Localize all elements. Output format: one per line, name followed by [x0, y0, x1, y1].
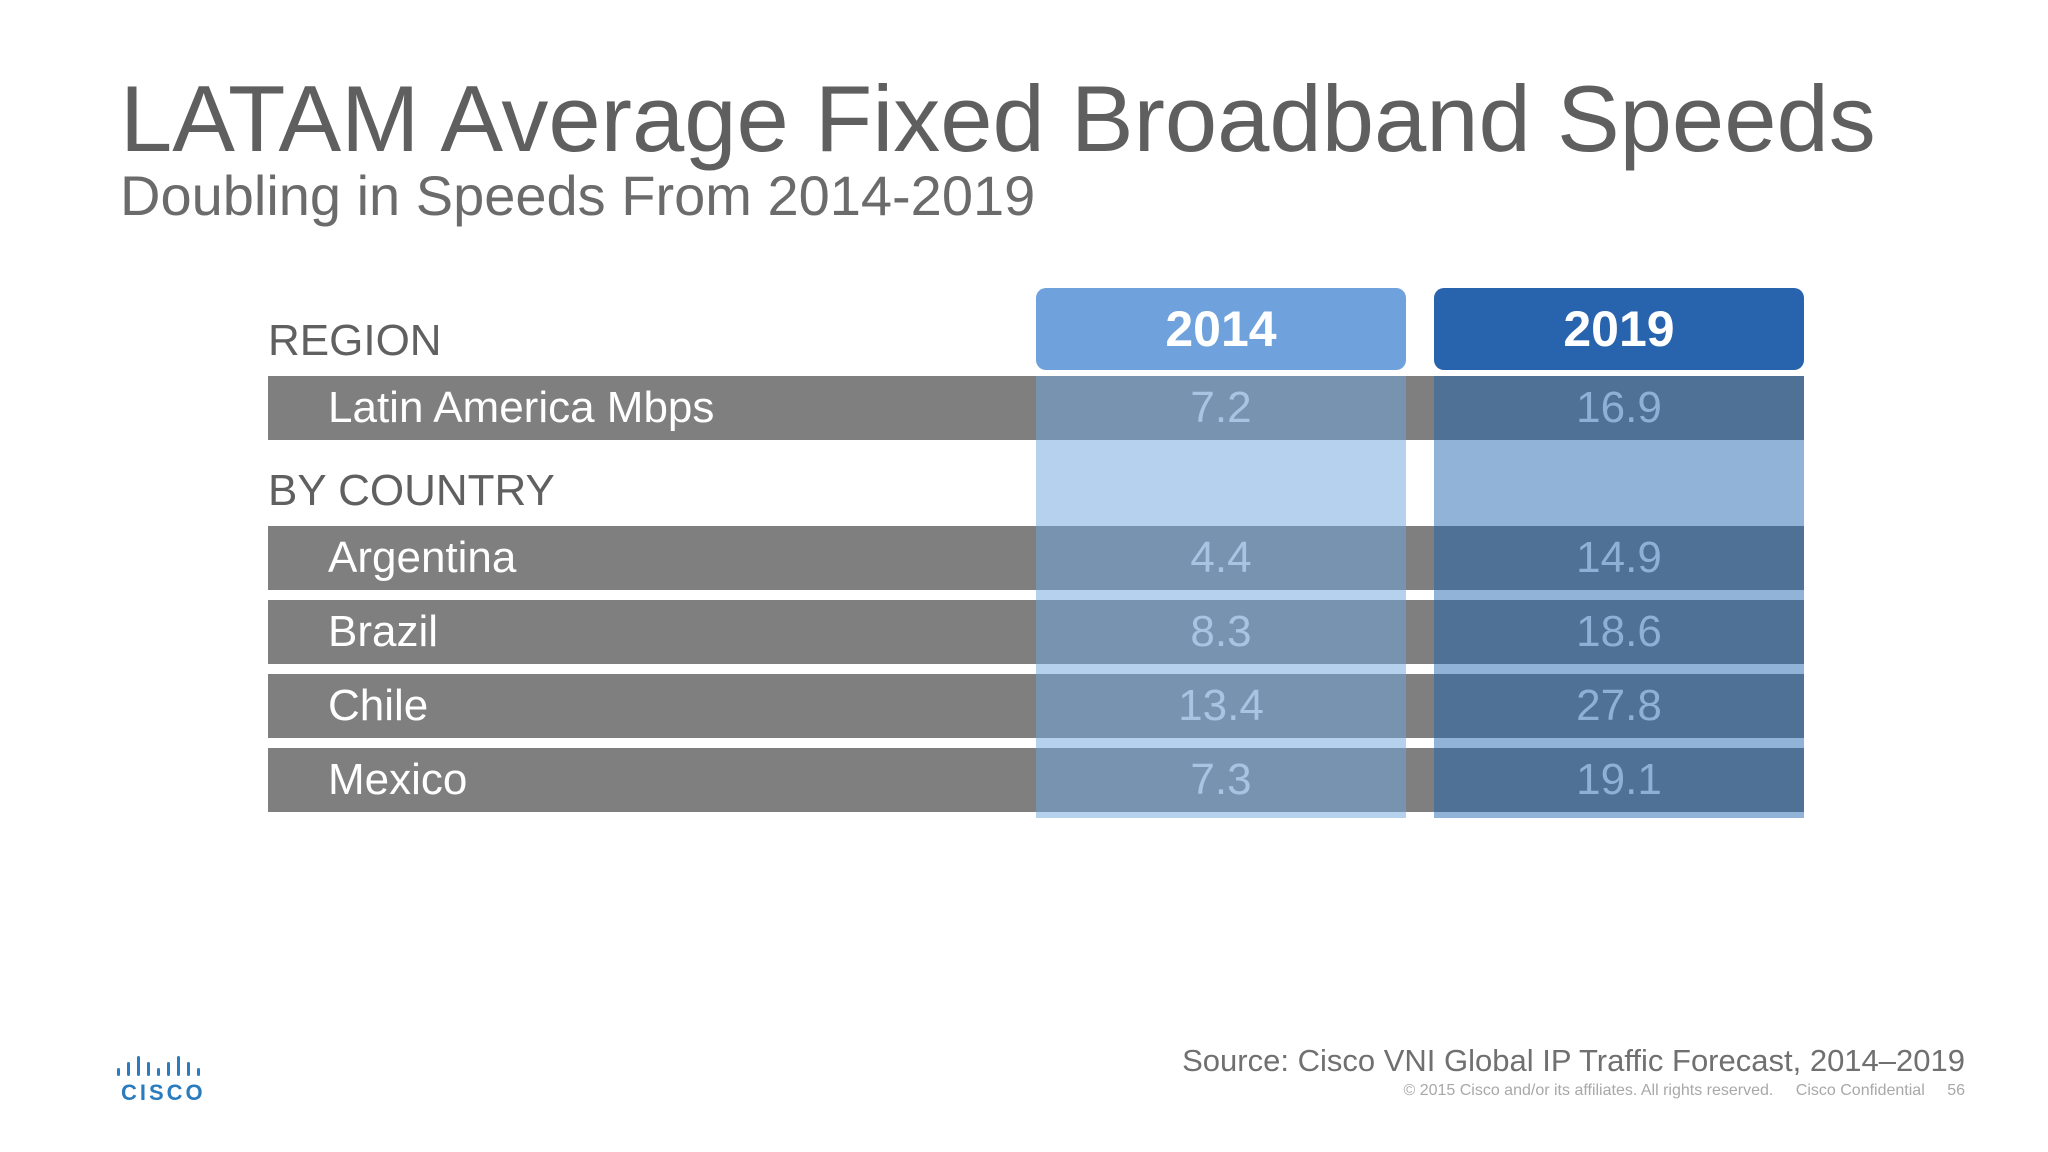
value-2014: 7.3: [1036, 748, 1406, 812]
column-header-2019: 2019: [1434, 288, 1804, 370]
value-2014: 4.4: [1036, 526, 1406, 590]
row-label: Brazil: [268, 600, 1036, 664]
footer-copyright: © 2015 Cisco and/or its affiliates. All …: [1403, 1082, 1774, 1099]
footer-confidential: Cisco Confidential: [1795, 1082, 1925, 1099]
row-gap: [1406, 376, 1434, 440]
row-gap: [1406, 674, 1434, 738]
value-2019: 16.9: [1434, 376, 1804, 440]
cisco-logo-icon: [117, 1056, 200, 1076]
table-row: Chile 13.4 27.8: [268, 674, 1804, 738]
table-row: Latin America Mbps 7.2 16.9: [268, 376, 1804, 440]
table-row: Argentina 4.4 14.9: [268, 526, 1804, 590]
section-label-region: REGION: [268, 316, 442, 365]
table-row: Brazil 8.3 18.6: [268, 600, 1804, 664]
value-2014: 7.2: [1036, 376, 1406, 440]
row-label: Chile: [268, 674, 1036, 738]
row-gap: [1406, 748, 1434, 812]
row-gap: [1406, 526, 1434, 590]
row-label: Mexico: [268, 748, 1036, 812]
slide-subtitle: Doubling in Speeds From 2014-2019: [120, 164, 1036, 227]
value-2014: 8.3: [1036, 600, 1406, 664]
row-label: Argentina: [268, 526, 1036, 590]
row-label: Latin America Mbps: [268, 376, 1036, 440]
value-2019: 14.9: [1434, 526, 1804, 590]
value-2019: 19.1: [1434, 748, 1804, 812]
table-row: Mexico 7.3 19.1: [268, 748, 1804, 812]
column-header-2014: 2014: [1036, 288, 1406, 370]
source-note: Source: Cisco VNI Global IP Traffic Fore…: [1182, 1043, 1965, 1078]
page-number: 56: [1947, 1082, 1965, 1099]
value-2019: 27.8: [1434, 674, 1804, 738]
footer: © 2015 Cisco and/or its affiliates. All …: [1385, 1082, 1965, 1100]
value-2014: 13.4: [1036, 674, 1406, 738]
value-2019: 18.6: [1434, 600, 1804, 664]
section-label-by-country: BY COUNTRY: [268, 466, 555, 515]
row-gap: [1406, 600, 1434, 664]
slide-title: LATAM Average Fixed Broadband Speeds: [120, 66, 1876, 171]
cisco-logo-text: CISCO: [121, 1080, 206, 1105]
